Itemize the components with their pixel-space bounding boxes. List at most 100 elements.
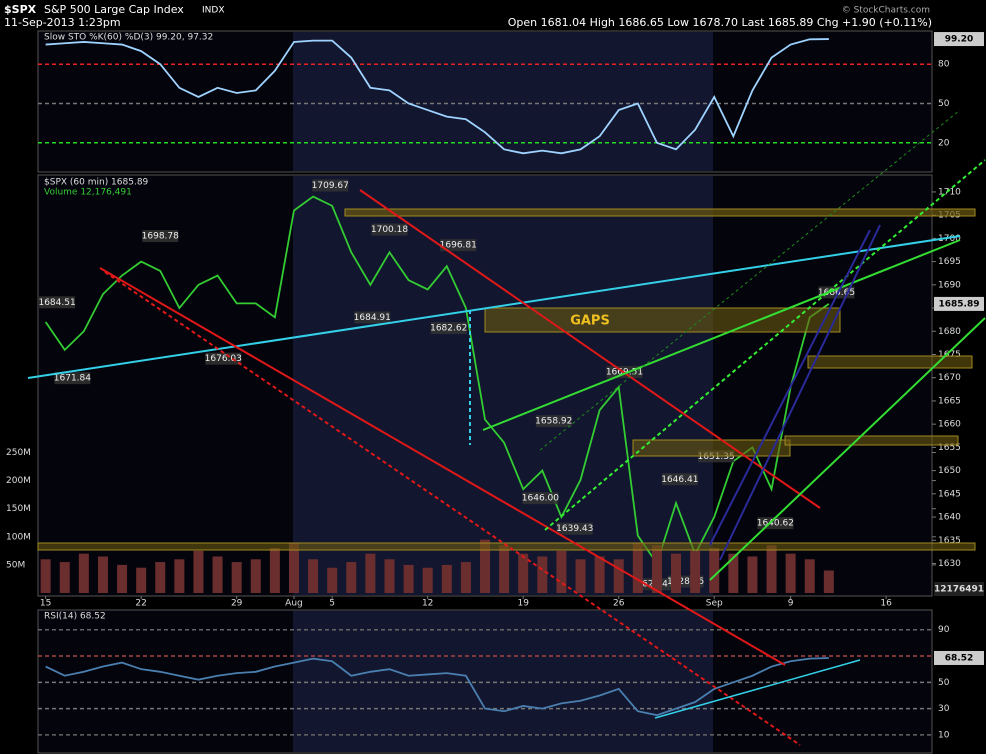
gap-box: [484, 307, 841, 333]
volume-bar: [766, 545, 777, 593]
symbol: $SPX: [4, 3, 37, 16]
volume-bar: [671, 553, 682, 593]
y-tick-label: 10: [938, 730, 950, 740]
volume-legend: Volume 12,176,491: [44, 188, 132, 198]
price-annotation: 1658.92: [535, 417, 572, 427]
price-annotation: 1640.62: [757, 519, 794, 529]
label-box: [556, 522, 593, 535]
volume-bar: [575, 559, 586, 593]
volume-bar: [804, 559, 815, 593]
volume-bar: [441, 564, 452, 593]
trendline: [539, 109, 961, 451]
x-tick-label: 26: [613, 599, 625, 609]
volume-bar: [556, 550, 567, 593]
x-tick-label: 5: [329, 599, 335, 609]
y-tick-label: 50: [938, 678, 950, 688]
volume-bar: [308, 559, 319, 593]
volume-bar: [269, 548, 280, 593]
quote: Open 1681.04 High 1686.65 Low 1678.70 La…: [508, 16, 932, 29]
index-name: S&P 500 Large Cap Index: [44, 3, 184, 16]
y-tick-label: 1690: [938, 280, 961, 290]
volume-bar: [728, 553, 739, 593]
volume-bar: [327, 567, 338, 593]
volume-bar: [690, 550, 701, 593]
last-value: 12176491: [934, 585, 984, 595]
volume-bar: [823, 570, 834, 593]
x-tick-label: 9: [788, 599, 794, 609]
label-box: [430, 322, 467, 335]
trendline: [482, 239, 961, 431]
rsi-legend: RSI(14) 68.52: [44, 612, 106, 622]
y-tick-label: 150M: [6, 504, 31, 514]
last-value: 68.52: [945, 653, 973, 663]
volume-bar: [136, 567, 147, 593]
price-annotation: 1700.18: [371, 225, 408, 235]
support-band: [37, 542, 976, 551]
y-tick-label: 1640: [938, 513, 961, 523]
volume-bar: [499, 545, 510, 593]
trendline: [719, 224, 881, 561]
volume-bar: [97, 556, 108, 593]
y-tick-label: 50M: [6, 560, 25, 570]
volume-bar: [785, 553, 796, 593]
y-tick-label: 1695: [938, 257, 961, 267]
gap-box: [784, 435, 959, 446]
volume-bar: [59, 562, 70, 593]
volume-bar: [212, 556, 223, 593]
gap-box: [807, 355, 973, 369]
y-tick-label: 1630: [938, 559, 961, 569]
trendline: [544, 159, 986, 531]
volume-bar: [231, 562, 242, 593]
price-annotation: 1646.00: [522, 494, 559, 504]
date: 11-Sep-2013 1:23pm: [4, 16, 121, 29]
price-annotation: 1639.43: [556, 524, 593, 534]
trendline: [104, 271, 801, 746]
volume-bar: [403, 564, 414, 593]
y-tick-label: 1680: [938, 327, 961, 337]
price-annotation: 1698.78: [142, 232, 179, 242]
label-box: [371, 223, 408, 236]
volume-bar: [480, 539, 490, 593]
label-box: [661, 473, 698, 486]
y-tick-label: 250M: [6, 448, 31, 458]
volume-bar: [594, 556, 605, 593]
price-annotation: 1646.41: [661, 475, 698, 485]
volume-bar: [250, 559, 261, 593]
volume-bar: [78, 553, 89, 593]
trendline: [27, 235, 961, 379]
x-tick-label: 16: [880, 599, 892, 609]
resistance-band: [344, 208, 976, 217]
month-shade: [293, 176, 713, 595]
y-tick-label: 90: [938, 625, 950, 635]
label-box: [440, 239, 477, 252]
price-annotation: 1682.62: [430, 324, 467, 334]
label-box: [354, 311, 391, 324]
y-tick-label: 1645: [938, 489, 961, 499]
rsi-trendline: [654, 659, 861, 719]
price-annotation: 1696.81: [440, 241, 477, 251]
volume-bar: [155, 562, 166, 593]
volume-bar: [174, 559, 185, 593]
x-tick-label: 19: [517, 599, 529, 609]
volume-bar: [632, 542, 643, 593]
y-tick-label: 1670: [938, 373, 961, 383]
y-tick-label: 1655: [938, 443, 961, 453]
x-tick-label: Sep: [706, 599, 723, 609]
volume-bar: [117, 564, 128, 593]
price-annotation: 1651.35: [698, 452, 735, 462]
price-annotation: 1684.51: [38, 298, 75, 308]
y-tick-label: 1710: [938, 187, 961, 197]
month-shade: [293, 32, 713, 171]
x-tick-label: 29: [231, 599, 243, 609]
volume-bar: [460, 562, 471, 593]
price-annotation: 1709.67: [312, 181, 349, 191]
label-box: [54, 372, 91, 385]
month-shade: [293, 611, 713, 752]
label-box: [535, 415, 572, 428]
trendline: [99, 267, 786, 666]
y-tick-label: 100M: [6, 532, 31, 542]
last-value: 99.20: [945, 35, 973, 45]
label-box: [205, 352, 242, 365]
volume-bar: [518, 553, 529, 593]
last-value-box: [934, 582, 984, 596]
